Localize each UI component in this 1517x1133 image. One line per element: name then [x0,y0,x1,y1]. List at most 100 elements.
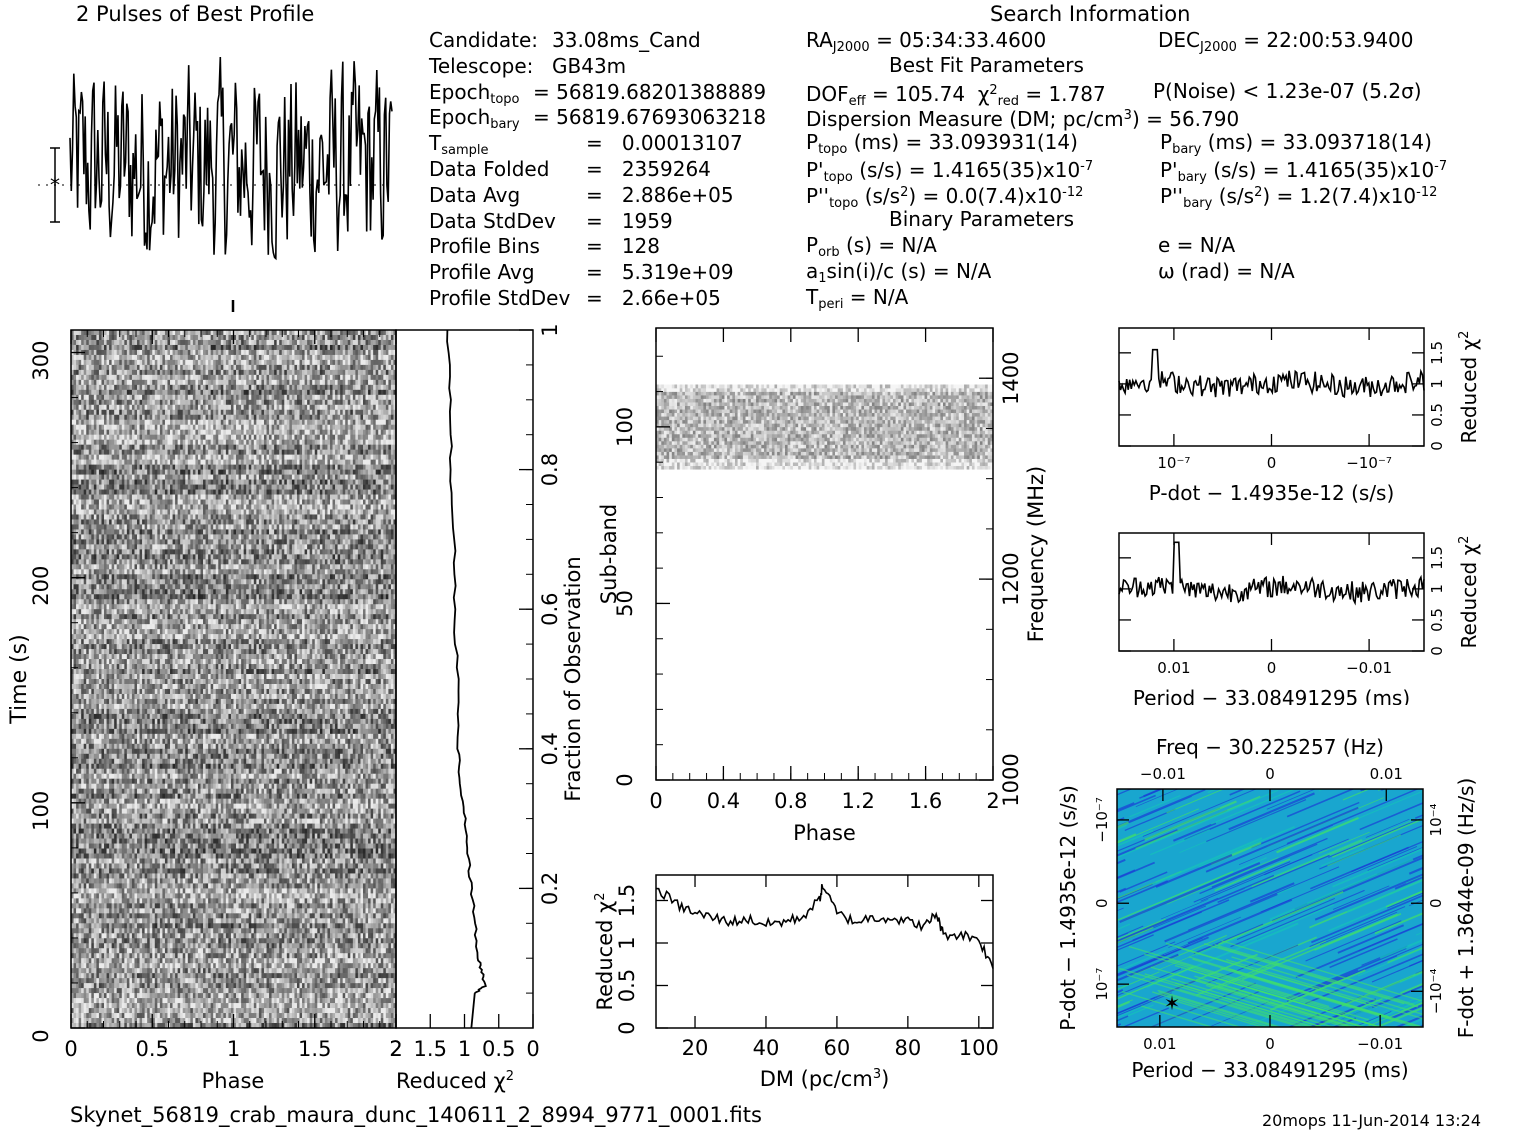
waterfall-cell [365,479,369,485]
waterfall-cell [88,394,92,401]
waterfall-cell [187,339,191,346]
waterfall-cell [281,389,285,396]
waterfall-cell [119,459,123,465]
waterfall-cell [274,364,277,371]
waterfall-cell [263,434,267,440]
waterfall-cell [203,349,206,356]
waterfall-cell [208,394,211,401]
waterfall-cell [241,509,244,515]
waterfall-cell [299,439,303,445]
waterfall-cell [322,330,326,336]
waterfall-cell [319,514,323,520]
waterfall-cell [152,424,156,431]
waterfall-cell [203,459,206,465]
waterfall-cell [119,364,123,371]
waterfall-cell [192,474,196,480]
waterfall-cell [106,439,110,445]
waterfall-cell [241,354,244,361]
waterfall-cell [225,419,229,426]
waterfall-cell [129,469,133,475]
waterfall-cell [238,509,242,515]
waterfall-cell [83,354,87,361]
waterfall-cell [256,514,260,520]
waterfall-cell [309,434,313,440]
waterfall-cell [152,339,156,346]
waterfall-cell [368,494,371,500]
waterfall-cell [370,474,374,480]
waterfall-cell [203,499,206,505]
waterfall-cell [230,454,234,460]
waterfall-cell [147,454,151,460]
waterfall-cell [304,374,308,381]
waterfall-cell [340,404,343,411]
waterfall-cell [380,444,384,450]
waterfall-cell [208,359,211,366]
waterfall-cell [137,389,140,396]
waterfall-cell [332,339,336,346]
waterfall-cell [167,494,171,500]
waterfall-cell [238,344,242,351]
waterfall-cell [319,344,323,351]
waterfall-cell [256,504,260,510]
waterfall-cell [124,389,128,396]
waterfall-cell [185,459,189,465]
waterfall-cell [383,419,387,426]
waterfall-cell [263,330,267,336]
waterfall-cell [134,509,138,515]
waterfall-cell [106,469,110,475]
waterfall-cell [271,454,275,460]
waterfall-cell [225,354,229,361]
waterfall-cell [195,504,199,510]
waterfall-cell [347,379,351,386]
waterfall-cell [213,494,217,500]
waterfall-cell [142,330,145,336]
waterfall-cell [137,474,140,480]
waterfall-cell [327,334,331,341]
waterfall-cell [302,379,305,386]
waterfall-cell [157,434,161,440]
waterfall-cell [228,339,232,346]
waterfall-cell [111,519,115,525]
waterfall-cell [243,429,247,435]
waterfall-cell [271,469,275,475]
waterfall-cell [142,414,145,421]
waterfall-cell [147,424,151,431]
waterfall-cell [197,344,201,351]
waterfall-cell [314,494,318,500]
waterfall-cell [236,514,239,520]
waterfall-cell [258,424,262,431]
waterfall-cell [263,499,267,505]
waterfall-cell [362,449,366,455]
waterfall-cell [291,494,295,500]
waterfall-cell [329,404,333,411]
waterfall-cell [327,419,331,426]
waterfall-cell [98,439,102,445]
waterfall-cell [340,444,343,450]
waterfall-cell [131,404,135,411]
waterfall-cell [210,364,214,371]
waterfall-cell [271,474,275,480]
waterfall-cell [281,379,285,386]
waterfall-cell [291,384,295,391]
waterfall-cell [362,454,366,460]
waterfall-cell [208,449,211,455]
waterfall-cell [159,364,163,371]
waterfall-cell [304,514,308,520]
waterfall-cell [185,404,189,411]
waterfall-cell [332,444,336,450]
waterfall-cell [129,459,133,465]
waterfall-cell [388,459,392,465]
waterfall-cell [83,479,87,485]
waterfall-cell [218,369,222,376]
waterfall-cell [205,349,209,356]
waterfall-cell [73,489,77,495]
waterfall-cell [388,474,392,480]
waterfall-cell [104,374,107,381]
waterfall-cell [355,484,359,490]
waterfall-cell [246,434,250,440]
waterfall-cell [126,379,130,386]
waterfall-cell [104,489,107,495]
waterfall-cell [274,369,277,376]
waterfall-cell [390,514,394,520]
